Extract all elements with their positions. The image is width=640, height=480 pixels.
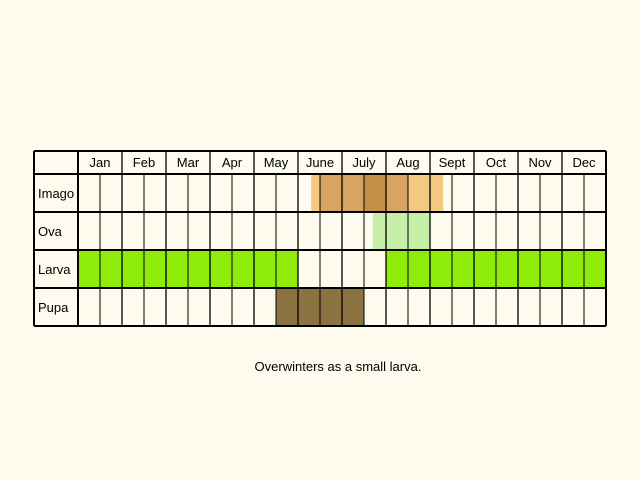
month-label-feb: Feb [133,155,155,170]
stage-fill-imago-3 [386,174,408,212]
stage-label-ova: Ova [38,224,63,239]
grid-labels: Jan Feb Mar Apr May June July Aug Sept Oct Nov Dec I… [38,155,596,315]
month-label-july: July [352,155,376,170]
month-label-may: May [264,155,289,170]
month-label-nov: Nov [528,155,552,170]
month-label-jan: Jan [90,155,111,170]
stage-fill-ova-0 [372,212,430,250]
month-label-oct: Oct [486,155,507,170]
stage-label-imago: Imago [38,186,74,201]
month-label-aug: Aug [396,155,419,170]
month-label-dec: Dec [572,155,596,170]
stage-label-larva: Larva [38,262,71,277]
month-label-sept: Sept [439,155,466,170]
stage-fill-imago-2 [364,174,386,212]
overwinter-note: Overwinters as a small larva. [254,359,422,374]
month-label-june: June [306,155,334,170]
month-label-mar: Mar [177,155,200,170]
stage-fill-imago-0 [311,174,320,212]
stage-label-pupa: Pupa [38,300,69,315]
month-label-apr: Apr [222,155,243,170]
stage-fill-imago-4 [408,174,444,212]
grid-lines [33,150,607,327]
